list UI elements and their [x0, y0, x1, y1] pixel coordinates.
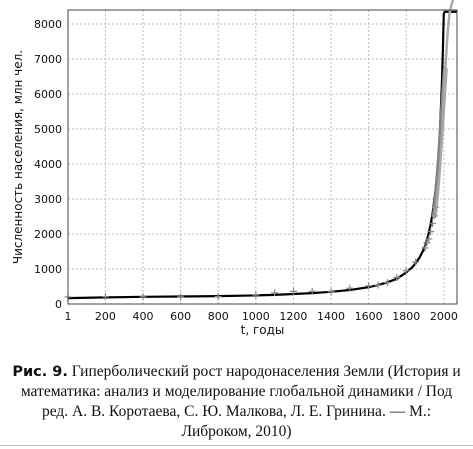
y-tick-label: 4000 [34, 158, 62, 171]
x-tick-label: 1400 [317, 310, 345, 323]
x-tick-label: 1600 [355, 310, 383, 323]
y-tick-label: 8000 [34, 18, 62, 31]
observation-marker [429, 220, 437, 227]
observation-marker [393, 273, 401, 281]
x-tick-label: 400 [133, 310, 154, 323]
observation-marker [374, 281, 382, 289]
observation-marker [327, 288, 335, 296]
x-tick-label: 1000 [242, 310, 270, 323]
axes [67, 9, 458, 305]
observation-marker [365, 282, 373, 290]
y-tick-label: 6000 [34, 88, 62, 101]
observation-marker [177, 293, 185, 301]
projection-line [444, 0, 455, 70]
observation-marker [425, 235, 433, 243]
observation-marker [421, 244, 429, 252]
y-tick-label: 3000 [34, 193, 62, 206]
observation-marker [289, 287, 297, 295]
y-tick-label: 1000 [34, 263, 62, 276]
observation-marker [271, 289, 279, 297]
grid [67, 10, 457, 305]
x-tick-label: 2000 [430, 310, 458, 323]
x-tick-label: 1800 [392, 310, 420, 323]
y-tick-label: 0 [55, 298, 62, 311]
observation-marker [214, 293, 222, 301]
y-tick-label: 2000 [34, 228, 62, 241]
figure-caption: Рис. 9. Гиперболический рост народонасел… [10, 362, 463, 442]
plot-frame [67, 9, 458, 305]
y-tick-label: 5000 [34, 123, 62, 136]
y-tick-label: 7000 [34, 53, 62, 66]
series-layer [64, 0, 457, 301]
x-tick-label: 1 [65, 310, 72, 323]
caption-text: Гиперболический рост народонаселения Зем… [20, 363, 461, 440]
observed-recent-line [431, 67, 448, 219]
observation-marker [346, 284, 354, 292]
observation-marker [402, 267, 410, 275]
figure-number: Рис. 9. [12, 364, 68, 380]
tick-labels: 1 200 400 600 800 1000 1200 1400 1600 1800 2000010… [34, 18, 458, 323]
x-axis-label: t, годы [241, 323, 285, 337]
observation-marker [101, 293, 109, 301]
model-curve-line [67, 10, 457, 300]
divider [0, 445, 473, 446]
observation-marker [308, 287, 316, 295]
x-tick-label: 800 [208, 310, 229, 323]
observation-marker [383, 279, 391, 287]
observation-marker [252, 291, 260, 299]
y-axis-label: Численность населения, млн чел. [11, 50, 25, 264]
population-chart: 1 200 400 600 800 1000 1200 1400 1600 1800 2000010… [11, 0, 458, 337]
x-tick-label: 1200 [279, 310, 307, 323]
observation-marker [412, 258, 420, 266]
observation-marker [427, 228, 435, 236]
x-tick-label: 600 [170, 310, 191, 323]
observation-marker [423, 239, 431, 247]
x-tick-label: 200 [95, 310, 116, 323]
observation-marker [139, 293, 147, 301]
